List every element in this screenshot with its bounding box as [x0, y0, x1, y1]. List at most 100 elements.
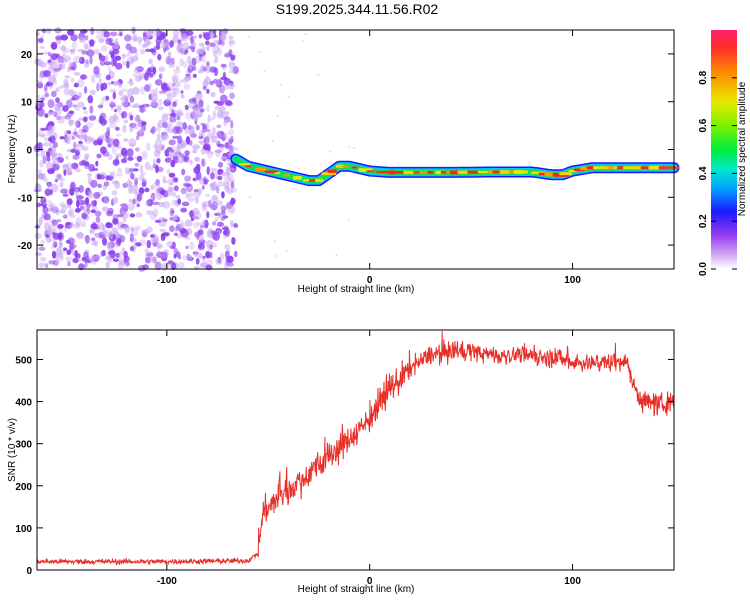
noise-blob	[77, 101, 85, 108]
noise-blob	[169, 40, 174, 48]
noise-blob	[122, 124, 127, 133]
noise-blob	[182, 41, 189, 49]
noise-blob	[227, 205, 236, 214]
noise-blob	[68, 243, 77, 249]
noise-blob	[66, 130, 72, 135]
noise-blob	[47, 148, 52, 152]
noise-blob	[229, 220, 234, 228]
noise-blob	[65, 155, 69, 160]
noise-blob	[43, 213, 51, 221]
noise-blob	[126, 148, 134, 157]
noise-blob	[171, 241, 176, 250]
noise-blob	[158, 106, 164, 111]
noise-blob	[117, 251, 123, 259]
noise-blob	[47, 124, 53, 134]
noise-blob	[81, 146, 89, 151]
noise-blob	[219, 94, 228, 103]
noise-blob	[180, 207, 188, 213]
noise-blob	[185, 136, 191, 145]
noise-blob	[217, 180, 225, 187]
noise-speck	[285, 250, 288, 252]
noise-blob	[202, 85, 207, 91]
noise-speck	[271, 140, 274, 142]
noise-blob	[121, 88, 128, 92]
noise-blob	[74, 168, 82, 173]
noise-blob	[217, 175, 223, 181]
noise-blob	[226, 172, 230, 176]
noise-blob	[181, 201, 190, 207]
noise-blob	[170, 262, 177, 271]
noise-blob	[121, 53, 126, 60]
noise-blob	[220, 135, 229, 139]
snr-xlabel: Height of straight line (km)	[298, 584, 415, 595]
noise-blob	[165, 90, 171, 97]
noise-speck	[249, 196, 252, 199]
noise-blob	[161, 262, 167, 272]
noise-blob	[183, 83, 191, 91]
noise-blob	[73, 55, 81, 64]
noise-blob	[144, 248, 149, 254]
noise-blob	[93, 48, 100, 55]
colorbar: 0.0 0.2 0.4 0.6 0.8 Normalized spectral ampl…	[698, 30, 748, 276]
noise-blob	[111, 198, 114, 206]
noise-blob	[161, 32, 167, 39]
noise-blob	[146, 32, 150, 39]
noise-blob	[134, 225, 142, 231]
noise-blob	[59, 57, 68, 64]
noise-blob	[53, 141, 58, 148]
noise-blob	[211, 117, 215, 121]
noise-blob	[172, 135, 179, 139]
noise-blob	[114, 109, 117, 113]
noise-blob	[142, 32, 147, 42]
noise-blob	[117, 258, 126, 264]
noise-blob	[126, 184, 132, 188]
noise-blob	[71, 162, 79, 170]
noise-blob	[46, 155, 51, 162]
noise-blob	[163, 254, 168, 261]
noise-blob	[134, 67, 143, 71]
noise-blob	[205, 193, 211, 198]
noise-blob	[209, 31, 215, 40]
noise-blob	[160, 233, 166, 241]
noise-blob	[230, 54, 236, 61]
snr-xtick-label: 0	[367, 576, 373, 587]
noise-blob	[37, 82, 44, 89]
noise-blob	[38, 217, 43, 226]
noise-blob	[51, 243, 55, 250]
noise-blob	[141, 181, 147, 188]
noise-blob	[62, 214, 68, 219]
noise-blob	[157, 53, 162, 61]
noise-blob	[100, 234, 107, 238]
noise-blob	[173, 87, 180, 96]
frequency-ridge	[230, 153, 680, 187]
noise-blob	[51, 151, 56, 161]
noise-blob	[39, 256, 45, 262]
noise-blob	[54, 179, 58, 183]
noise-blob	[196, 48, 203, 55]
noise-blob	[105, 95, 110, 101]
noise-blob	[55, 97, 60, 103]
noise-blob	[201, 46, 207, 50]
noise-blob	[45, 263, 49, 269]
noise-blob	[173, 253, 177, 259]
noise-blob	[113, 138, 120, 148]
noise-blob	[114, 197, 119, 204]
noise-blob	[58, 176, 63, 181]
noise-blob	[69, 66, 75, 70]
snr-series-line	[36, 330, 675, 566]
noise-blob	[182, 182, 191, 188]
noise-blob	[202, 66, 208, 72]
noise-blob	[40, 127, 48, 131]
noise-blob	[83, 110, 89, 115]
noise-blob	[195, 197, 199, 204]
noise-blob	[86, 203, 92, 208]
noise-blob	[227, 255, 233, 262]
noise-blob	[57, 85, 64, 89]
noise-blob	[47, 99, 55, 109]
noise-blob	[77, 199, 86, 206]
noise-blob	[184, 104, 189, 111]
colorbar-tick-label: 0.6	[698, 118, 709, 132]
noise-blob	[196, 247, 205, 251]
noise-blob	[189, 159, 193, 165]
noise-blob	[212, 110, 217, 119]
